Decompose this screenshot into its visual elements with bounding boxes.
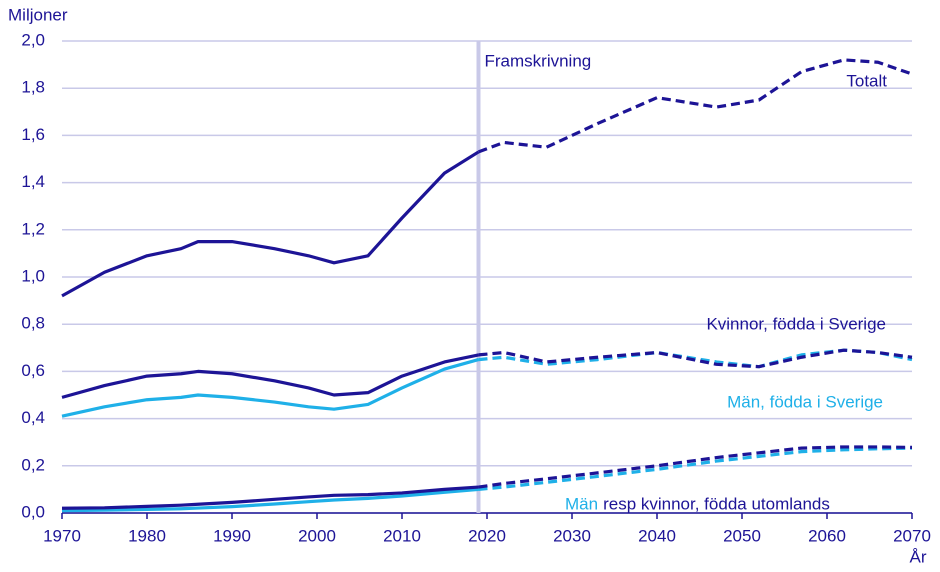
y-tick-label: 2,0 (21, 30, 45, 49)
projection-line (477, 58, 913, 154)
series-line (61, 150, 480, 298)
y-tick-label: 0,8 (21, 314, 45, 333)
series-label: Män, födda i Sverige (727, 392, 883, 411)
series-line (61, 485, 479, 510)
projection-line (478, 445, 913, 489)
series-line (61, 353, 479, 399)
x-tick-label: 2010 (383, 526, 421, 545)
x-axis-label: År (910, 547, 927, 566)
projection-line (478, 348, 913, 369)
x-tick-label: 2050 (723, 526, 761, 545)
x-tick-label: 2030 (553, 526, 591, 545)
x-tick-label: 1970 (43, 526, 81, 545)
x-tick-label: 2060 (808, 526, 846, 545)
y-axis-label: Miljoner (8, 5, 68, 24)
y-tick-label: 0,6 (21, 361, 45, 380)
series-label: resp kvinnor, födda utomlands (603, 494, 830, 513)
y-tick-label: 1,8 (21, 78, 45, 97)
x-tick-label: 2000 (298, 526, 336, 545)
series-label: Totalt (846, 71, 887, 90)
y-tick-label: 1,4 (21, 172, 45, 191)
projection-line (478, 446, 913, 491)
y-tick-label: 0,2 (21, 455, 45, 474)
series-line (61, 358, 479, 418)
x-tick-label: 2020 (468, 526, 506, 545)
y-tick-label: 0,0 (21, 502, 45, 521)
x-tick-label: 1980 (128, 526, 166, 545)
projection-line (478, 348, 913, 369)
x-tick-label: 2040 (638, 526, 676, 545)
series-label: Män (565, 494, 598, 513)
series-line (61, 487, 479, 513)
y-tick-label: 1,2 (21, 219, 45, 238)
x-tick-label: 2070 (893, 526, 931, 545)
forecast-label: Framskrivning (485, 51, 592, 70)
y-tick-label: 1,6 (21, 125, 45, 144)
x-tick-label: 1990 (213, 526, 251, 545)
y-tick-label: 1,0 (21, 266, 45, 285)
y-tick-label: 0,4 (21, 408, 45, 427)
series-label: Kvinnor, födda i Sverige (706, 314, 886, 333)
